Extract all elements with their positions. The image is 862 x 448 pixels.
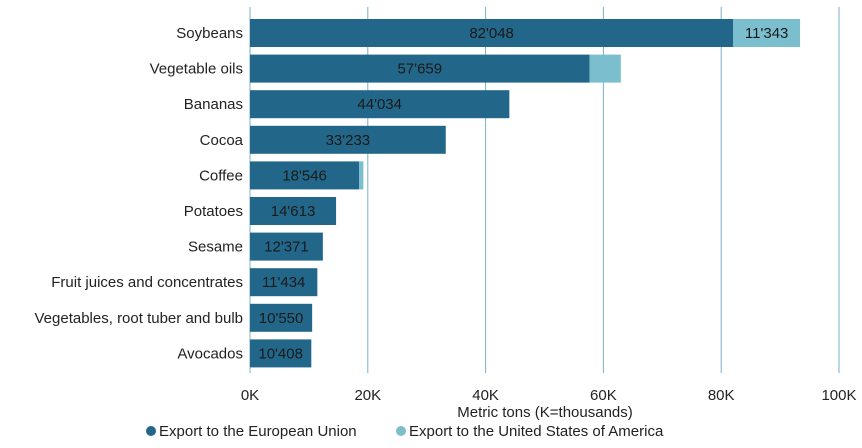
bar-segment <box>250 339 312 368</box>
legend-marker <box>396 426 406 436</box>
data-label: 11'343 <box>745 25 788 42</box>
bar-segment <box>359 161 364 190</box>
bar-segment <box>250 54 590 83</box>
category-label: Bananas <box>184 96 243 113</box>
legend-marker <box>146 426 156 436</box>
data-label: 14'613 <box>271 203 316 220</box>
x-tick-label: 100K <box>821 387 856 404</box>
category-label: Fruit juices and concentrates <box>51 274 243 291</box>
bar-segment <box>589 54 621 83</box>
category-label: Coffee <box>199 167 243 184</box>
data-label: 11'434 <box>262 274 305 291</box>
x-tick-label: 0K <box>241 387 259 404</box>
data-label: 33'233 <box>326 132 371 149</box>
x-tick-label: 80K <box>708 387 735 404</box>
category-label: Sesame <box>188 239 243 256</box>
x-tick-labels: 0K 20K 40K 60K 80K 100K <box>241 387 857 404</box>
data-label: 12'371 <box>264 239 309 256</box>
bar-segment <box>250 161 360 190</box>
data-label: 10'550 <box>259 310 304 327</box>
bar-segment <box>250 232 323 261</box>
x-tick-label: 40K <box>472 387 499 404</box>
category-label: Vegetable oils <box>150 61 243 78</box>
legend[interactable]: Export to the European Union Export to th… <box>146 423 664 440</box>
data-label: 57'659 <box>398 61 443 78</box>
legend-item[interactable]: Export to the United States of America <box>396 423 664 440</box>
category-label: Cocoa <box>200 132 244 149</box>
category-label: Potatoes <box>184 203 243 220</box>
legend-item[interactable]: Export to the European Union <box>146 423 357 440</box>
x-axis-title: Metric tons (K=thousands) <box>457 404 633 421</box>
category-label: Vegetables, root tuber and bulb <box>35 310 244 327</box>
bar-segment <box>250 90 510 119</box>
data-label: 10'408 <box>258 345 303 362</box>
bar-segment <box>250 125 446 154</box>
legend-label: Export to the European Union <box>159 423 357 440</box>
bar-segment <box>250 268 318 297</box>
category-labels: Soybeans Vegetable oils Bananas Cocoa Coffee… <box>35 25 244 362</box>
category-label: Avocados <box>177 345 243 362</box>
x-tick-label: 20K <box>354 387 381 404</box>
legend-label: Export to the United States of America <box>409 423 664 440</box>
x-tick-label: 60K <box>590 387 617 404</box>
bar-segment <box>250 197 337 225</box>
category-label: Soybeans <box>176 25 243 42</box>
bar-segment <box>733 19 801 47</box>
bars-group: 82'048 11'343 57'659 44'034 33'233 18'546 14'6… <box>250 19 801 368</box>
bar-segment <box>250 19 734 47</box>
data-label: 18'546 <box>282 167 327 184</box>
bar-segment <box>250 303 313 332</box>
data-label: 44'034 <box>357 96 402 113</box>
data-label: 82'048 <box>469 25 514 42</box>
